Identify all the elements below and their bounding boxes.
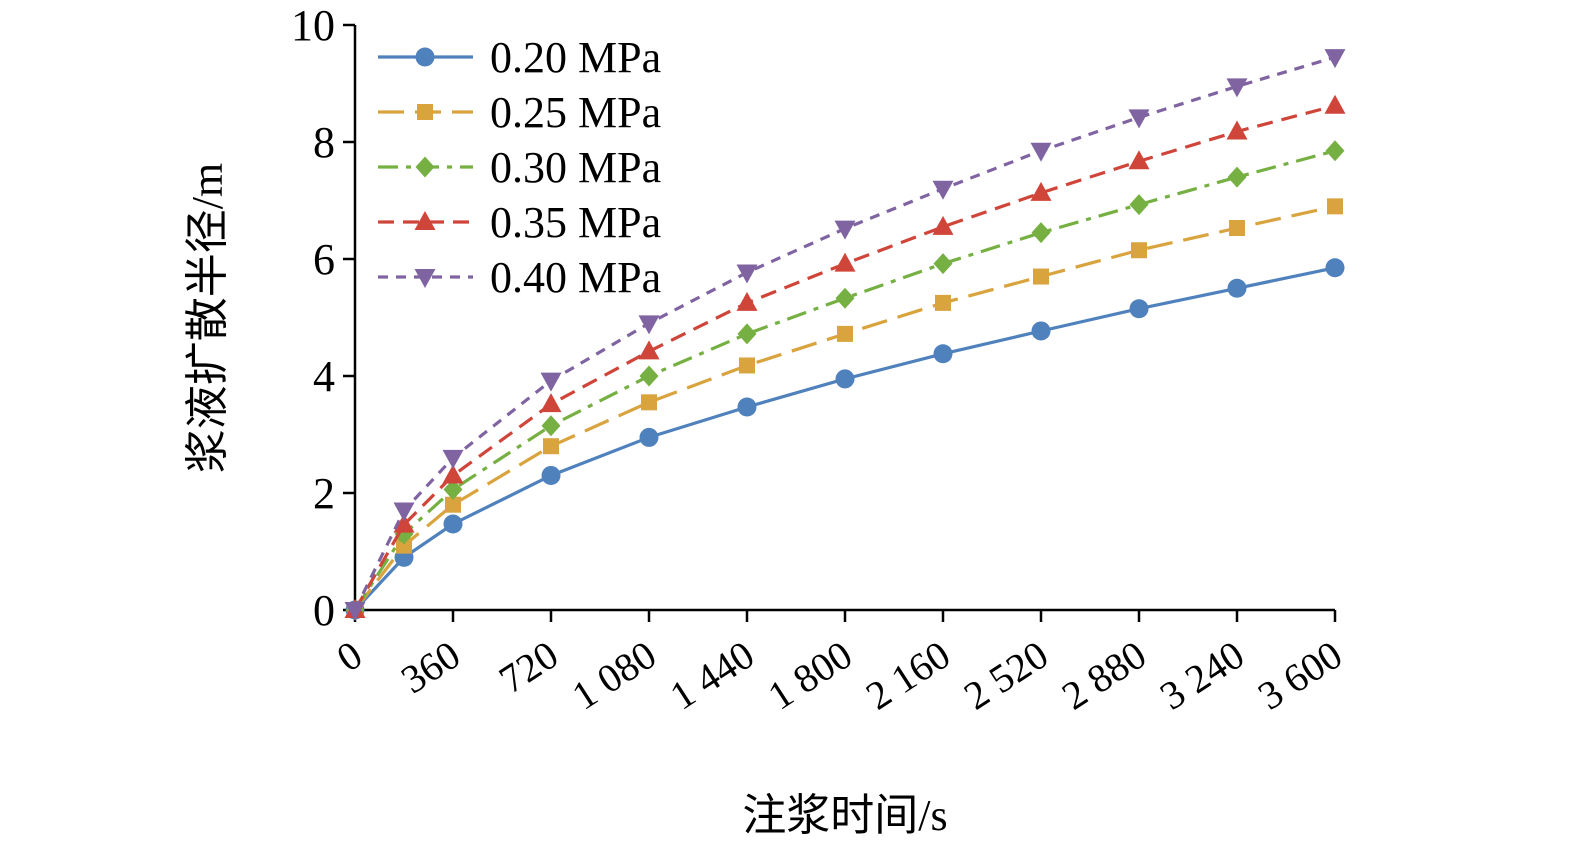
marker-triangle-down <box>1128 109 1150 129</box>
y-tick-label: 8 <box>313 118 335 167</box>
marker-triangle-down <box>414 269 436 288</box>
marker-circle <box>443 514 463 534</box>
legend-entry: 0.35 MPa <box>378 198 661 247</box>
marker-circle <box>415 47 435 67</box>
marker-circle <box>639 427 659 447</box>
marker-triangle-down <box>834 220 856 240</box>
legend-label: 0.35 MPa <box>490 198 661 247</box>
marker-diamond <box>1325 140 1345 162</box>
marker-triangle-up <box>1030 181 1052 201</box>
marker-triangle-up <box>638 340 660 360</box>
legend-label: 0.30 MPa <box>490 143 661 192</box>
legend-label: 0.20 MPa <box>490 33 661 82</box>
marker-triangle-up <box>834 252 856 272</box>
marker-square <box>641 394 657 411</box>
series-line <box>353 149 1336 611</box>
marker-diamond <box>639 365 659 387</box>
marker-triangle-down <box>932 180 954 200</box>
x-tick-label: 2 520 <box>956 632 1056 719</box>
y-tick-label: 6 <box>313 235 335 284</box>
marker-triangle-down <box>540 372 562 392</box>
marker-triangle-down <box>393 502 415 522</box>
marker-square <box>1131 242 1147 259</box>
legend-entry: 0.30 MPa <box>378 143 661 192</box>
marker-triangle-down <box>736 264 758 284</box>
marker-triangle-down <box>1226 78 1248 98</box>
marker-diamond <box>933 253 953 275</box>
legend-entry: 0.20 MPa <box>378 33 661 82</box>
marker-diamond <box>1129 194 1149 216</box>
marker-circle <box>1325 258 1345 278</box>
marker-diamond <box>737 323 757 345</box>
x-tick-label: 1 800 <box>760 632 860 719</box>
x-tick-label: 1 080 <box>564 632 664 719</box>
marker-triangle-down <box>1030 142 1052 162</box>
legend-label: 0.25 MPa <box>490 88 661 137</box>
marker-triangle-up <box>1128 150 1150 170</box>
marker-square <box>396 537 412 554</box>
x-tick-label: 720 <box>491 632 566 702</box>
x-tick-label: 3 240 <box>1152 632 1252 719</box>
marker-diamond <box>1227 166 1247 188</box>
marker-square <box>543 438 559 455</box>
marker-circle <box>737 397 757 417</box>
marker-square <box>837 325 853 342</box>
marker-circle <box>835 369 855 389</box>
marker-diamond <box>541 415 561 437</box>
marker-triangle-up <box>736 291 758 311</box>
x-tick-label: 0 <box>329 632 370 681</box>
marker-circle <box>1227 278 1247 298</box>
marker-diamond <box>1031 222 1051 244</box>
x-tick-label: 2 880 <box>1054 632 1154 719</box>
marker-square <box>1033 268 1049 285</box>
marker-diamond <box>443 478 463 500</box>
marker-triangle-up <box>1226 120 1248 140</box>
x-tick-label: 360 <box>393 632 468 702</box>
marker-triangle-up <box>1324 94 1346 114</box>
marker-triangle-down <box>442 449 464 469</box>
legend-label: 0.40 MPa <box>490 253 661 302</box>
y-tick-label: 10 <box>291 1 335 50</box>
legend: 0.20 MPa 0.25 MPa 0.30 MPa 0.35 MPa 0.40 MPa <box>378 33 661 302</box>
marker-triangle-up <box>414 211 436 230</box>
legend-entry: 0.40 MPa <box>378 253 661 302</box>
marker-triangle-up <box>442 464 464 484</box>
y-tick-label: 2 <box>313 469 335 518</box>
x-axis-title: 注浆时间/s <box>742 791 947 840</box>
x-tick-label: 1 440 <box>662 632 762 719</box>
y-tick-label: 0 <box>313 586 335 635</box>
marker-circle <box>1031 321 1051 341</box>
marker-square <box>739 357 755 374</box>
marker-triangle-down <box>1324 49 1346 69</box>
marker-circle <box>541 465 561 485</box>
series-line <box>353 266 1336 612</box>
marker-diamond <box>835 287 855 309</box>
marker-square <box>445 496 461 513</box>
marker-triangle-up <box>932 215 954 235</box>
marker-triangle-down <box>638 315 660 335</box>
marker-square <box>1229 219 1245 236</box>
marker-circle <box>1129 299 1149 319</box>
marker-square <box>417 104 433 120</box>
marker-triangle-down <box>344 602 366 621</box>
y-axis-title: 浆液扩散半径/m <box>183 163 232 473</box>
y-tick-label: 4 <box>313 352 335 401</box>
x-tick-label: 2 160 <box>858 632 958 719</box>
marker-square <box>935 294 951 311</box>
marker-diamond <box>415 156 435 178</box>
x-tick-label: 3 600 <box>1250 632 1350 719</box>
marker-circle <box>933 344 953 364</box>
marker-square <box>1327 198 1343 215</box>
series-line <box>353 55 1336 611</box>
marker-triangle-up <box>393 513 415 533</box>
series-line <box>353 204 1336 611</box>
marker-triangle-up <box>540 393 562 413</box>
legend-entry: 0.25 MPa <box>378 88 661 137</box>
series-line <box>353 104 1336 611</box>
